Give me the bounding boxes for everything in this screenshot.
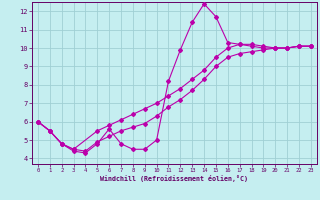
X-axis label: Windchill (Refroidissement éolien,°C): Windchill (Refroidissement éolien,°C): [100, 175, 248, 182]
